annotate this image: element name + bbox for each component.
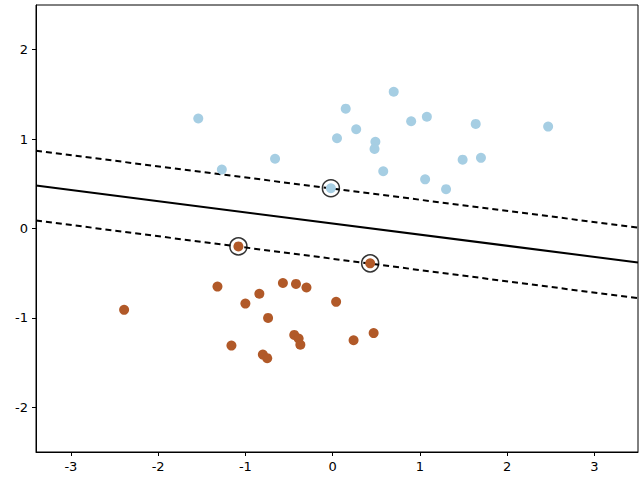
svg-text:2: 2 [503, 459, 511, 474]
svg-text:3: 3 [590, 459, 598, 474]
svg-text:-1: -1 [15, 310, 28, 325]
svg-text:-1: -1 [239, 459, 252, 474]
svg-text:-2: -2 [152, 459, 165, 474]
svg-text:2: 2 [20, 42, 28, 57]
svg-text:-3: -3 [64, 459, 77, 474]
svg-text:0: 0 [328, 459, 336, 474]
svg-text:-2: -2 [15, 400, 28, 415]
svg-text:0: 0 [20, 221, 28, 236]
svg-text:1: 1 [20, 132, 28, 147]
svg-text:1: 1 [416, 459, 424, 474]
